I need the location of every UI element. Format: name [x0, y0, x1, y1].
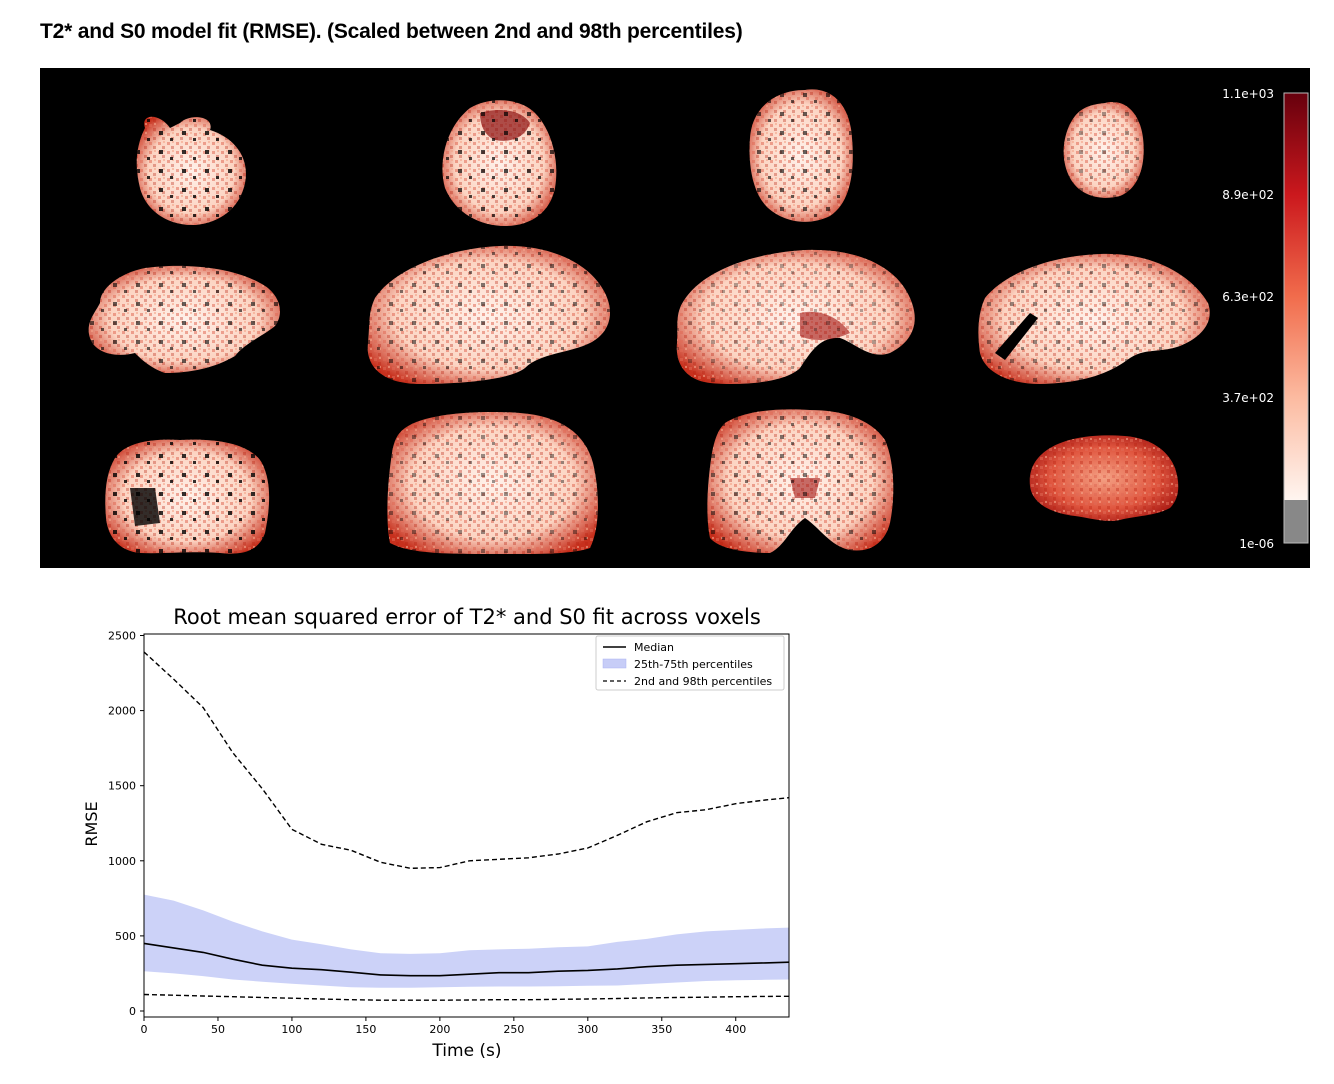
y-tick-label: 1000 — [108, 855, 136, 868]
colorbar-label-2: 8.9e+02 — [1222, 188, 1274, 202]
p98-line — [143, 651, 790, 870]
legend-band-swatch — [602, 658, 627, 669]
colorbar-label-3: 6.3e+02 — [1222, 290, 1274, 304]
y-tick-label: 2500 — [108, 630, 136, 643]
sagittal-slice-2 — [367, 245, 610, 384]
rmse-chart-svg: Root mean squared error of T2* and S0 fi… — [82, 605, 790, 1061]
coronal-slice-1 — [105, 439, 270, 554]
legend-median-label: Median — [634, 641, 674, 654]
coronal-slice-2 — [387, 411, 598, 555]
axial-slice-1 — [136, 116, 246, 226]
legend-band-label: 25th-75th percentiles — [634, 658, 753, 671]
chart-title: Root mean squared error of T2* and S0 fi… — [173, 605, 761, 629]
brain-mosaic-image: 1.1e+03 8.9e+02 6.3e+02 3.7e+02 1e-06 — [88, 87, 1309, 555]
x-tick-label: 350 — [651, 1023, 672, 1036]
iqr-band — [144, 894, 789, 988]
colorbar: 1.1e+03 8.9e+02 6.3e+02 3.7e+02 1e-06 — [1222, 87, 1309, 551]
legend-percentile-label: 2nd and 98th percentiles — [634, 675, 772, 688]
coronal-slice-3 — [707, 409, 894, 553]
colorbar-label-max: 1.1e+03 — [1222, 87, 1274, 101]
x-tick-label: 300 — [577, 1023, 598, 1036]
y-tick-label: 0 — [129, 1005, 136, 1018]
y-tick-label: 500 — [115, 930, 136, 943]
coronal-slice-4 — [1029, 435, 1179, 521]
x-tick-label: 150 — [355, 1023, 376, 1036]
y-axis-label: RMSE — [82, 801, 101, 846]
colorbar-label-min: 1e-06 — [1239, 537, 1274, 551]
colorbar-label-4: 3.7e+02 — [1222, 391, 1274, 405]
x-tick-label: 250 — [503, 1023, 524, 1036]
p2-line — [143, 993, 790, 1001]
median-line — [143, 942, 790, 977]
axial-slice-4 — [1063, 102, 1144, 198]
x-tick-label: 100 — [281, 1023, 302, 1036]
chart-legend: Median 25th-75th percentiles 2nd and 98t… — [595, 635, 785, 691]
plot-frame — [143, 633, 790, 1018]
x-tick-label: 200 — [429, 1023, 450, 1036]
x-tick-label: 400 — [725, 1023, 746, 1036]
rmse-chart: Root mean squared error of T2* and S0 fi… — [70, 598, 810, 1068]
sagittal-slice-4 — [978, 253, 1210, 384]
axial-slice-2 — [442, 100, 557, 226]
y-tick-label: 2000 — [108, 705, 136, 718]
y-tick-label: 1500 — [108, 780, 136, 793]
x-tick-label: 0 — [141, 1023, 148, 1036]
axial-slice-3 — [749, 89, 853, 222]
sagittal-slice-1 — [88, 265, 280, 373]
x-tick-label: 50 — [211, 1023, 225, 1036]
sagittal-slice-3 — [676, 249, 915, 385]
brain-mosaic: 1.1e+03 8.9e+02 6.3e+02 3.7e+02 1e-06 — [40, 68, 1310, 568]
page-title: T2* and S0 model fit (RMSE). (Scaled bet… — [40, 20, 743, 43]
x-axis-label: Time (s) — [431, 1041, 501, 1061]
